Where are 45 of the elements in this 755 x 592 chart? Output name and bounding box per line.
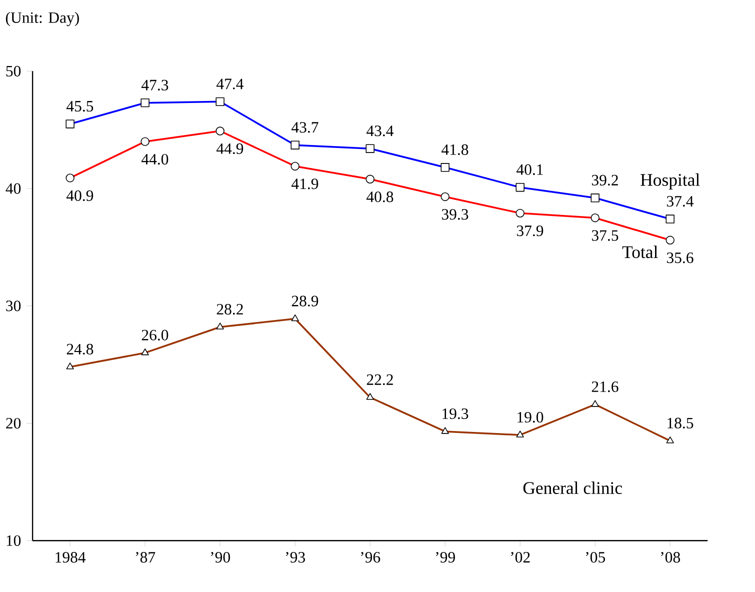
data-label: 37.4 — [666, 196, 694, 207]
y-tick-label: 20 — [6, 418, 21, 429]
x-tick-label: 1984 — [56, 552, 86, 563]
data-label: 19.0 — [518, 412, 544, 423]
data-label: 26.0 — [142, 330, 168, 340]
y-tick-label: 40 — [6, 183, 21, 194]
data-label: 40.8 — [366, 192, 394, 202]
data-label: 39.2 — [592, 174, 618, 186]
series-label: Hospital — [640, 173, 700, 190]
data-label: 47.4 — [216, 78, 244, 90]
x-tick-label: ’02 — [510, 552, 530, 563]
data-label: 43.4 — [366, 126, 394, 136]
data-label: 22.2 — [366, 374, 393, 386]
data-label: 47.3 — [141, 80, 168, 90]
y-tick-label: 10 — [6, 535, 21, 546]
series-label: Total — [622, 246, 658, 258]
data-label: 21.6 — [592, 381, 618, 392]
data-label: 28.2 — [216, 304, 243, 315]
data-label: 41.9 — [291, 178, 318, 190]
data-label: 24.8 — [66, 344, 94, 355]
data-label: 19.3 — [442, 408, 468, 420]
data-label: 39.3 — [442, 209, 468, 220]
data-label: 18.5 — [668, 418, 694, 428]
text: General clinic — [523, 482, 622, 494]
data-label: 37.5 — [592, 230, 618, 241]
x-tick-label: ’87 — [136, 552, 156, 563]
x-tick-label: ’93 — [286, 552, 305, 563]
data-label: 35.6 — [666, 252, 694, 264]
data-label: 28.9 — [292, 296, 318, 306]
data-label: 44.0 — [141, 154, 168, 165]
y-tick-label: 50 — [6, 66, 21, 76]
data-label: 40.9 — [66, 190, 94, 202]
data-label: 41.8 — [442, 144, 468, 156]
data-label: 44.9 — [216, 143, 244, 154]
x-tick-label: ’08 — [661, 552, 680, 563]
x-tick-label: ’96 — [360, 552, 380, 563]
data-label: 40.1 — [516, 164, 543, 175]
data-label: 45.5 — [66, 101, 94, 112]
data-label: 43.7 — [291, 122, 318, 133]
x-tick-label: ’99 — [436, 552, 455, 563]
data-label: 37.9 — [516, 226, 544, 236]
y-axis-title: (Unit: Day) — [6, 12, 79, 26]
x-tick-label: ’90 — [210, 552, 230, 563]
y-tick-label: 30 — [6, 300, 21, 312]
x-tick-label: ’05 — [586, 552, 605, 563]
